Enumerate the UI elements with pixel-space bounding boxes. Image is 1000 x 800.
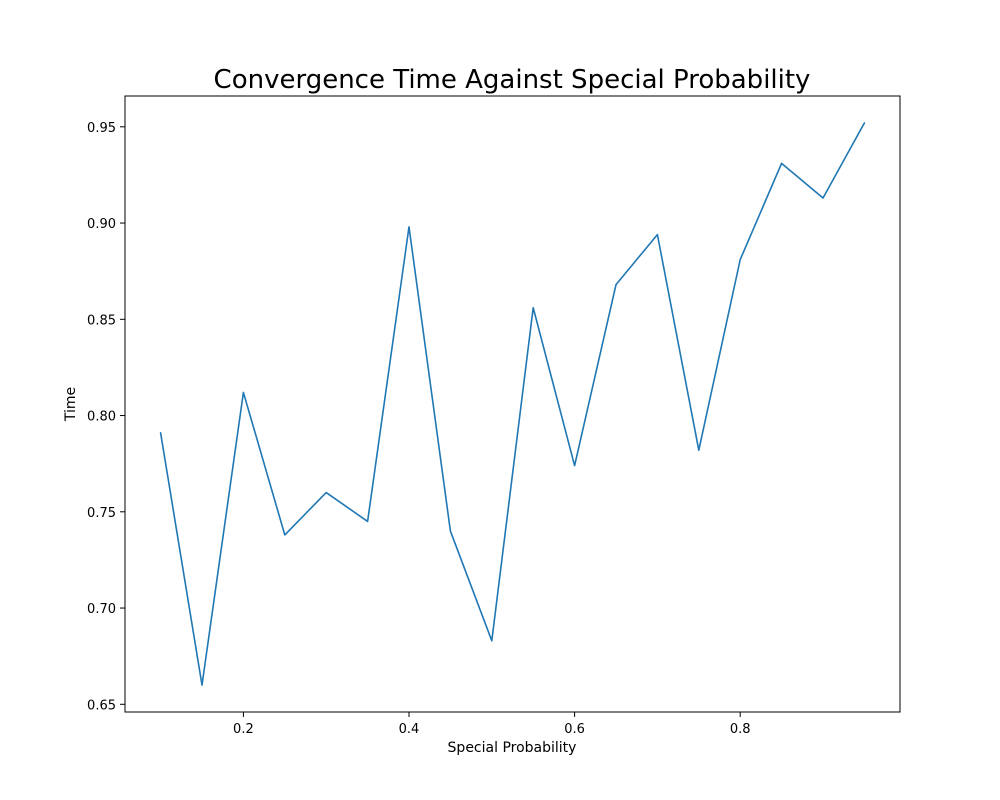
y-tick-label: 0.65: [87, 698, 116, 713]
y-tick-label: 0.90: [87, 217, 116, 232]
y-axis-label: Time: [63, 387, 79, 422]
x-axis: 0.2 0.4 0.6 0.8: [233, 712, 751, 737]
series-line: [159, 122, 866, 686]
plot-frame: [124, 95, 901, 713]
x-tick-label: 0.4: [399, 722, 420, 737]
y-axis: 0.65 0.70 0.75 0.80 0.85 0.90 0.95: [87, 121, 125, 713]
chart-title: Convergence Time Against Special Probabi…: [214, 65, 811, 95]
x-axis-label: Special Probability: [448, 740, 577, 756]
plot-area: [159, 122, 866, 686]
x-tick-label: 0.2: [233, 722, 254, 737]
x-tick-label: 0.8: [730, 722, 751, 737]
x-tick-label: 0.6: [564, 722, 585, 737]
y-tick-label: 0.85: [87, 313, 116, 328]
y-tick-label: 0.80: [87, 410, 116, 425]
y-tick-label: 0.70: [87, 602, 116, 617]
y-tick-label: 0.95: [87, 121, 116, 136]
y-tick-label: 0.75: [87, 506, 116, 521]
